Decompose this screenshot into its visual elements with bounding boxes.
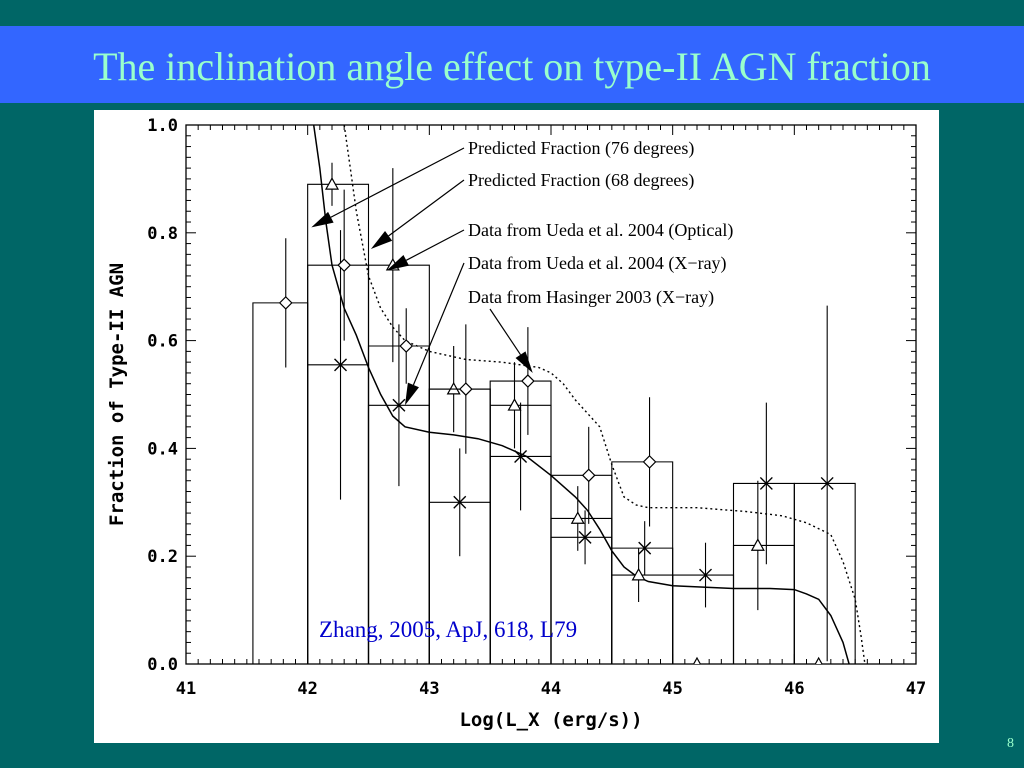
legend-arrow-line xyxy=(388,179,465,237)
histogram-bin xyxy=(307,183,370,664)
curve-76-degrees xyxy=(312,125,850,664)
legend-arrow-line xyxy=(412,262,465,386)
histogram-bin xyxy=(611,547,674,664)
legend-arrow-head xyxy=(370,231,393,249)
histogram-bin xyxy=(732,482,795,664)
y-axis-label: Fraction of Type-II AGN xyxy=(106,263,128,526)
figure-panel: 41 42 43 44 45 46 47 0.0 0.2 0.4 0.6 0.8 1.0 Log(L_X … xyxy=(94,110,939,743)
y-tick-label: 1.0 xyxy=(147,116,178,136)
legend-label: Predicted Fraction (68 degrees) xyxy=(468,170,694,191)
legend-arrow-head xyxy=(515,351,533,373)
histogram-bin xyxy=(550,536,613,664)
legend-label: Data from Ueda et al. 2004 (X−ray) xyxy=(468,253,727,274)
triangle-marker xyxy=(750,538,765,551)
diamond-marker xyxy=(581,468,596,483)
y-tick-label: 0.2 xyxy=(147,547,178,567)
triangle-marker xyxy=(631,567,646,581)
x-tick-label: 43 xyxy=(419,679,439,699)
histogram-bin xyxy=(252,302,309,664)
legend-arrow-head xyxy=(405,382,419,406)
x-tick-label: 44 xyxy=(541,679,561,699)
x-marker xyxy=(578,530,592,544)
legend-arrow-line xyxy=(489,308,522,355)
x-marker xyxy=(334,358,348,372)
legend-label: Data from Ueda et al. 2004 (Optical) xyxy=(468,220,733,241)
title-bar xyxy=(0,26,1024,103)
diamond-marker xyxy=(642,455,657,469)
histogram-bin xyxy=(611,574,674,664)
y-tick-label: 0.4 xyxy=(147,439,178,459)
x-axis-label: Log(L_X (erg/s)) xyxy=(459,709,642,731)
x-tick-label: 47 xyxy=(906,679,926,699)
diamond-marker xyxy=(337,258,352,272)
x-marker xyxy=(759,476,773,490)
histogram-bin xyxy=(611,461,674,664)
diamond-marker xyxy=(521,374,535,388)
legend-label: Data from Hasinger 2003 (X−ray) xyxy=(468,287,714,308)
triangle-marker xyxy=(570,511,585,524)
histogram-bin xyxy=(793,482,856,664)
x-marker xyxy=(514,449,528,463)
chart: 41 42 43 44 45 46 47 0.0 0.2 0.4 0.6 0.8 1.0 Log(L_X … xyxy=(106,116,926,731)
plot-area xyxy=(252,125,866,664)
diamond-marker xyxy=(399,339,414,353)
legend-arrow-head xyxy=(311,211,334,228)
x-tick-label: 46 xyxy=(784,679,804,699)
x-tick-label: 42 xyxy=(297,679,317,699)
x-marker xyxy=(699,568,713,582)
y-tick-label: 0.8 xyxy=(147,224,178,244)
histogram-bin xyxy=(307,264,370,664)
x-marker xyxy=(820,476,834,490)
triangle-marker xyxy=(692,656,702,664)
legend-arrow-line xyxy=(330,147,465,218)
slide-title: The inclination angle effect on type-II … xyxy=(93,44,931,89)
triangle-marker xyxy=(814,656,823,664)
triangle-marker xyxy=(446,381,461,395)
x-marker xyxy=(392,398,406,412)
slide-number: 8 xyxy=(1007,736,1014,751)
curve-68-degrees xyxy=(343,125,866,664)
y-tick-label: 0.0 xyxy=(147,655,178,675)
citation-text: Zhang, 2005, ApJ, 618, L79 xyxy=(319,617,577,642)
histogram-bin xyxy=(732,544,795,664)
legend-label: Predicted Fraction (76 degrees) xyxy=(468,138,694,159)
diamond-marker xyxy=(278,296,293,310)
triangle-marker xyxy=(324,177,340,190)
y-tick-label: 0.6 xyxy=(147,332,178,352)
x-tick-label: 41 xyxy=(176,679,196,699)
x-marker xyxy=(638,541,652,555)
legend-arrow-line xyxy=(405,229,465,261)
legend-arrow-head xyxy=(386,254,410,271)
diamond-marker xyxy=(458,382,473,396)
x-marker xyxy=(453,495,467,509)
x-tick-label: 45 xyxy=(662,679,682,699)
triangle-marker xyxy=(507,398,522,411)
